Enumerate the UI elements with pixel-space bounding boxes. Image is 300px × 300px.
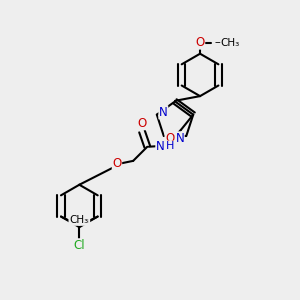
Text: O: O: [165, 132, 174, 145]
Text: O: O: [112, 157, 122, 170]
Text: Cl: Cl: [74, 239, 85, 252]
Text: N: N: [156, 140, 165, 153]
Text: N: N: [176, 132, 184, 145]
Text: O: O: [137, 117, 147, 130]
Text: O: O: [195, 36, 205, 49]
Text: CH₃: CH₃: [69, 215, 88, 225]
Text: H: H: [166, 141, 174, 151]
Text: N: N: [159, 106, 168, 119]
Text: CH₃: CH₃: [221, 38, 240, 47]
Text: CH₃: CH₃: [70, 215, 90, 225]
Text: —: —: [214, 38, 224, 47]
